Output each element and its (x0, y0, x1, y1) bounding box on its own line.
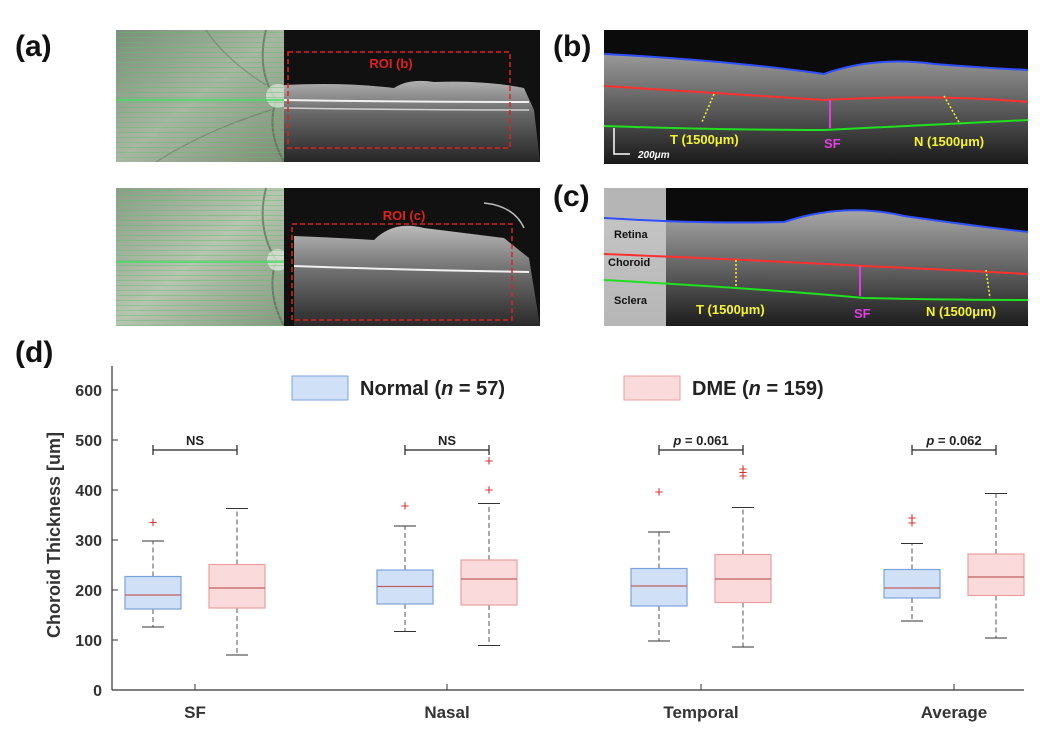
y-tick-label: 400 (75, 483, 102, 500)
bm-boundary (604, 85, 1028, 103)
significance-label: NS (438, 433, 456, 448)
nasal-marker (943, 95, 961, 125)
retina-label: Retina (614, 229, 649, 241)
choroid-label: Choroid (608, 257, 650, 269)
outlier-marker: + (739, 461, 748, 478)
roi-b-box (287, 51, 511, 149)
x-tick-label: Nasal (424, 703, 469, 722)
scale-bar (613, 128, 630, 155)
panel-c-label: (c) (553, 180, 590, 213)
temporal-label: T (1500μm) (670, 132, 739, 147)
dme-box (967, 553, 1025, 597)
boxplot-chart: 0 100 200 300 400 500 600 Choroid Thickness [um… (44, 366, 1025, 722)
normal-box (124, 575, 182, 610)
legend-swatch (291, 375, 349, 401)
oct-image-top: ROI (b) (284, 30, 540, 162)
bm-boundary-c (604, 253, 1028, 275)
normal-box (883, 568, 941, 599)
roi-c-box (291, 223, 513, 321)
roi-c-label: ROI (c) (383, 208, 426, 223)
significance-label: p = 0.061 (672, 433, 728, 448)
csi-boundary (604, 119, 1028, 132)
outlier-marker: + (739, 468, 748, 485)
temporal-marker (701, 93, 715, 123)
outlier-marker: + (401, 498, 410, 515)
nasal-label: N (1500μm) (914, 134, 984, 149)
panel-d-label: (d) (15, 336, 54, 369)
outlier-marker: + (149, 515, 158, 532)
fundus-image-top (116, 30, 284, 162)
y-tick-label: 500 (75, 433, 102, 450)
outlier-marker: + (485, 453, 494, 470)
fundus-bottom-svg (116, 188, 284, 326)
outlier-marker: + (485, 482, 494, 499)
legend-label: DME (n = 159) (692, 378, 824, 400)
y-tick-label: 0 (93, 683, 102, 700)
x-tick-label: SF (184, 703, 206, 722)
y-tick-label: 200 (75, 583, 102, 600)
y-tick-label: 600 (75, 383, 102, 400)
fundus-image-bottom (116, 188, 284, 326)
panel-c-svg: Retina Choroid Sclera T (1500μm) SF N (1… (604, 188, 1028, 326)
panel-a-label: (a) (15, 30, 52, 63)
panel-c-image: Retina Choroid Sclera T (1500μm) SF N (1… (604, 188, 1028, 326)
y-tick-label: 100 (75, 633, 102, 650)
normal-box (630, 567, 688, 607)
oct-top-svg: ROI (b) (284, 51, 540, 162)
temporal-label-c: T (1500μm) (696, 302, 765, 317)
legend-label: Normal (n = 57) (360, 378, 505, 400)
outlier-marker: + (655, 484, 664, 501)
x-tick-label: Temporal (663, 703, 738, 722)
ilm-boundary (604, 53, 1028, 76)
sclera-label: Sclera (614, 295, 648, 307)
outlier-marker: + (739, 465, 748, 482)
y-tick-label: 300 (75, 533, 102, 550)
significance-label: p = 0.062 (925, 433, 981, 448)
legend-swatch (623, 375, 681, 401)
nasal-label-c: N (1500μm) (926, 304, 996, 319)
csi-boundary-c (604, 279, 1028, 301)
roi-b-label: ROI (b) (369, 56, 412, 71)
nasal-marker-c (985, 269, 991, 299)
dme-box (208, 563, 266, 609)
x-tick-label: Average (921, 703, 987, 722)
ilm-boundary-c (604, 209, 1028, 233)
oct-image-bottom: ROI (c) (284, 188, 540, 326)
significance-label: NS (186, 433, 204, 448)
subfoveal-label-c: SF (854, 306, 871, 321)
y-axis-title: Choroid Thickness [um] (44, 432, 64, 638)
panel-b-label: (b) (553, 30, 592, 63)
oct-bottom-svg: ROI (c) (291, 202, 540, 326)
fundus-top-svg (116, 30, 284, 162)
dme-box (460, 559, 518, 606)
subfoveal-label: SF (824, 136, 841, 151)
outlier-marker: + (908, 515, 917, 532)
panel-b-image: 200μm T (1500μm) SF N (1500μm) (604, 30, 1028, 164)
panel-b-svg: 200μm T (1500μm) SF N (1500μm) (604, 53, 1028, 164)
outlier-marker: + (908, 510, 917, 527)
scale-bar-label: 200μm (637, 150, 670, 161)
